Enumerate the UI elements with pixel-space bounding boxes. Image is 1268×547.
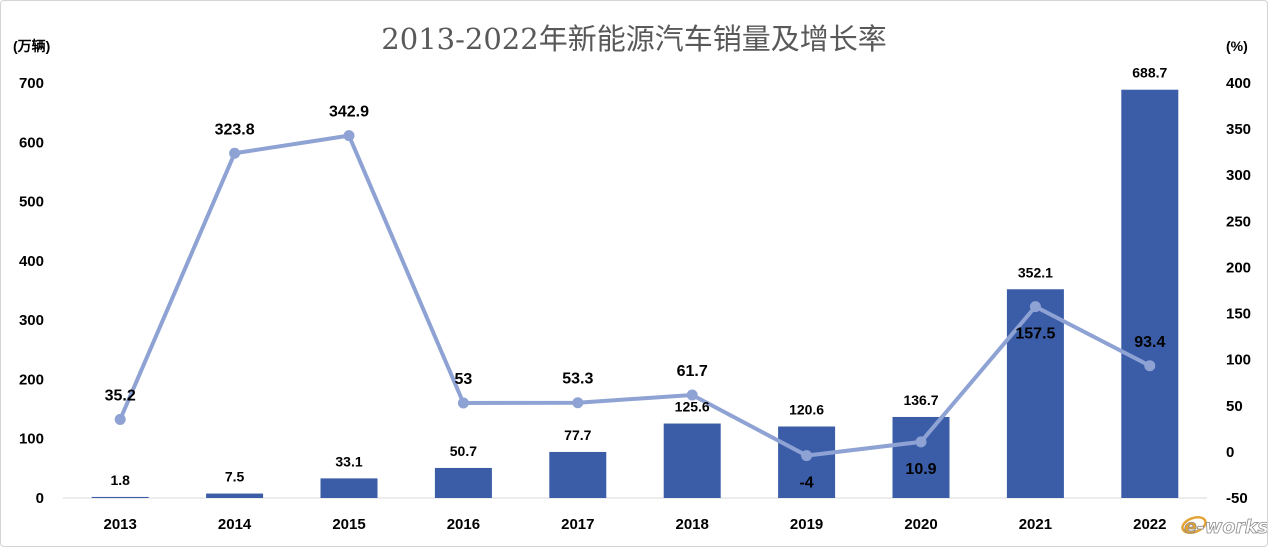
growth-rate-point — [686, 389, 698, 401]
y-left-tick-label: 300 — [19, 312, 44, 329]
sales-bar-label: 77.7 — [564, 427, 591, 443]
y-right-tick-label: 250 — [1226, 213, 1251, 230]
y-right-tick-label: 150 — [1226, 306, 1251, 323]
growth-rate-point — [1144, 360, 1156, 372]
logo-swoosh-icon — [1181, 515, 1207, 535]
x-tick-label: 2021 — [1019, 516, 1052, 533]
sales-bar — [91, 496, 149, 498]
sales-bar-label: 50.7 — [450, 443, 477, 459]
growth-rate-label: -4 — [799, 475, 813, 492]
growth-rate-label: 157.5 — [1015, 326, 1055, 343]
sales-bar — [1121, 89, 1179, 499]
growth-rate-point — [1029, 301, 1041, 313]
data-labels: 1.8 7.5 33.1 50.7 77.7 125.6 120.6 136.7 352.1 68… — [105, 65, 1168, 492]
y-right-tick-label: 0 — [1226, 444, 1234, 461]
sales-bar-label: 33.1 — [335, 453, 362, 469]
sales-bar-label: 7.5 — [225, 469, 245, 485]
growth-rate-label: 342.9 — [329, 104, 369, 121]
x-tick-label: 2014 — [218, 516, 252, 533]
y-left-tick-label: 400 — [19, 253, 44, 270]
x-tick-label: 2017 — [561, 516, 594, 533]
y-right-tick-label: 200 — [1226, 259, 1251, 276]
sales-bar — [320, 478, 378, 498]
growth-rate-point — [229, 147, 241, 159]
growth-rate-label: 93.4 — [1134, 334, 1165, 351]
y-left-tick-label: 500 — [19, 194, 44, 211]
growth-rate-label: 10.9 — [905, 461, 936, 478]
x-tick-label: 2016 — [447, 516, 480, 533]
x-tick-label: 2013 — [104, 516, 137, 533]
growth-rate-point — [343, 130, 355, 142]
sales-bar — [778, 426, 836, 498]
growth-rate-label: 323.8 — [215, 121, 255, 138]
x-tick-label: 2019 — [790, 516, 823, 533]
x-tick-label: 2015 — [332, 516, 365, 533]
x-tick-label: 2022 — [1133, 516, 1166, 533]
y-right-axis-unit: (%) — [1226, 38, 1248, 54]
sales-bar — [892, 416, 950, 498]
sales-bar — [206, 493, 264, 498]
sales-bar-label: 136.7 — [903, 392, 938, 408]
logo: e-works — [1181, 515, 1267, 538]
y-left-tick-label: 600 — [19, 134, 44, 151]
growth-rate-point — [572, 397, 584, 409]
sales-bars — [91, 89, 1179, 499]
x-tick-label: 2020 — [904, 516, 937, 533]
sales-bar-label: 1.8 — [110, 472, 130, 488]
growth-rate-point — [801, 450, 813, 462]
x-tick-label: 2018 — [676, 516, 709, 533]
y-right-tick-label: 400 — [1226, 75, 1251, 92]
y-left-axis-unit: (万辆) — [13, 38, 50, 54]
sales-bar — [434, 467, 492, 498]
y-left-tick-label: 0 — [36, 490, 44, 507]
sales-bar — [1006, 289, 1064, 498]
chart-title: 2013-2022年新能源汽车销量及增长率 — [381, 22, 886, 56]
y-left-tick-label: 100 — [19, 431, 44, 448]
y-left-tick-label: 700 — [19, 75, 44, 92]
sales-bar-label: 352.1 — [1018, 264, 1053, 280]
growth-rate-point — [457, 397, 469, 409]
y-left-tick-label: 200 — [19, 371, 44, 388]
sales-bar — [549, 451, 607, 498]
sales-bar-label: 120.6 — [789, 402, 824, 418]
growth-rate-label: 61.7 — [677, 363, 708, 380]
growth-rate-line — [118, 133, 1152, 458]
sales-bar-label: 688.7 — [1132, 65, 1167, 81]
y-right-tick-label: 100 — [1226, 352, 1251, 369]
axes: 0 100 200 300 400 500 600 700 -50 0 50 100 150 200 250… — [19, 75, 1251, 533]
growth-rate-point — [915, 436, 927, 448]
growth-rate-label: 53 — [455, 371, 473, 388]
growth-rate-point — [114, 413, 126, 425]
y-right-tick-label: 350 — [1226, 121, 1251, 138]
growth-rate-label: 35.2 — [105, 387, 136, 404]
sales-bar-label: 125.6 — [675, 399, 710, 415]
logo-text: e-works — [1184, 516, 1267, 538]
y-right-tick-label: -50 — [1226, 490, 1248, 507]
y-right-tick-label: 300 — [1226, 167, 1251, 184]
y-right-tick-label: 50 — [1226, 398, 1243, 415]
sales-bar — [663, 423, 721, 498]
growth-rate-label: 53.3 — [562, 371, 593, 388]
growth-rate-series — [114, 130, 1156, 462]
